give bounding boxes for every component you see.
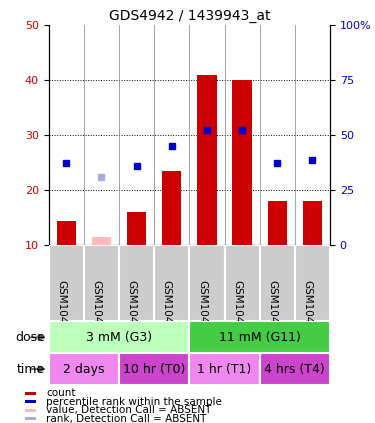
- Bar: [303, 201, 322, 245]
- Text: dose: dose: [15, 331, 45, 344]
- Bar: [26, 417, 36, 420]
- Bar: [57, 221, 76, 245]
- Text: 3 mM (G3): 3 mM (G3): [86, 331, 152, 344]
- Text: GSM1045575: GSM1045575: [162, 280, 172, 349]
- Bar: [154, 245, 189, 321]
- Text: GSM1045574: GSM1045574: [127, 280, 136, 349]
- Text: GSM1045563: GSM1045563: [92, 280, 102, 349]
- Text: 10 hr (T0): 10 hr (T0): [123, 363, 185, 376]
- Text: value, Detection Call = ABSENT: value, Detection Call = ABSENT: [46, 405, 211, 415]
- Text: rank, Detection Call = ABSENT: rank, Detection Call = ABSENT: [46, 414, 206, 423]
- Bar: [260, 353, 330, 385]
- Bar: [268, 201, 287, 245]
- Text: percentile rank within the sample: percentile rank within the sample: [46, 397, 222, 407]
- Text: GSM1045562: GSM1045562: [56, 280, 66, 349]
- Bar: [49, 245, 84, 321]
- Text: 1 hr (T1): 1 hr (T1): [197, 363, 252, 376]
- Text: 4 hrs (T4): 4 hrs (T4): [264, 363, 325, 376]
- Text: time: time: [17, 363, 45, 376]
- Bar: [119, 245, 154, 321]
- Title: GDS4942 / 1439943_at: GDS4942 / 1439943_at: [109, 9, 270, 23]
- Text: GSM1045579: GSM1045579: [302, 280, 312, 349]
- Text: count: count: [46, 388, 75, 398]
- Bar: [260, 245, 295, 321]
- Bar: [127, 212, 146, 245]
- Bar: [197, 75, 217, 245]
- Bar: [225, 245, 260, 321]
- Bar: [119, 353, 189, 385]
- Text: GSM1045578: GSM1045578: [267, 280, 277, 349]
- Bar: [26, 400, 36, 404]
- Text: GSM1045577: GSM1045577: [232, 280, 242, 349]
- Bar: [49, 353, 119, 385]
- Bar: [232, 80, 252, 245]
- Text: GSM1045576: GSM1045576: [197, 280, 207, 349]
- Bar: [189, 321, 330, 353]
- Text: 2 days: 2 days: [63, 363, 105, 376]
- Bar: [295, 245, 330, 321]
- Bar: [189, 245, 225, 321]
- Bar: [26, 409, 36, 412]
- Bar: [92, 237, 111, 245]
- Text: 11 mM (G11): 11 mM (G11): [219, 331, 301, 344]
- Bar: [49, 321, 189, 353]
- Bar: [189, 353, 260, 385]
- Bar: [162, 171, 182, 245]
- Bar: [26, 392, 36, 395]
- Bar: [84, 245, 119, 321]
